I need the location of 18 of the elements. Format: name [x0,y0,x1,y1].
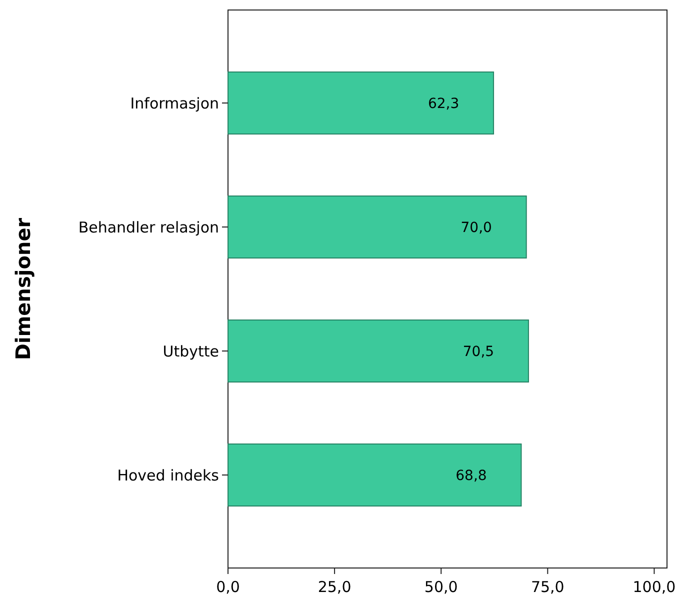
bar [228,444,522,506]
y-tick-label: Informasjon [130,94,219,112]
y-tick-label: Behandler relasjon [78,218,219,236]
data-label: 68,8 [456,468,487,484]
x-tick-label: 100,0 [632,578,676,596]
x-tick-label: 0,0 [216,578,240,596]
data-label: 70,0 [460,220,492,236]
bar [228,72,494,134]
x-tick-label: 50,0 [424,578,458,596]
data-label: 62,3 [428,96,460,112]
y-tick-label: Hoved indeks [117,466,220,484]
x-tick-label: 75,0 [530,578,564,596]
bar [228,196,527,258]
y-axis-title: Dimensjoner [11,218,35,360]
x-tick-label: 25,0 [318,578,352,596]
data-label: 70,5 [462,344,494,360]
bar [228,320,529,382]
y-tick-label: Utbytte [162,342,219,360]
